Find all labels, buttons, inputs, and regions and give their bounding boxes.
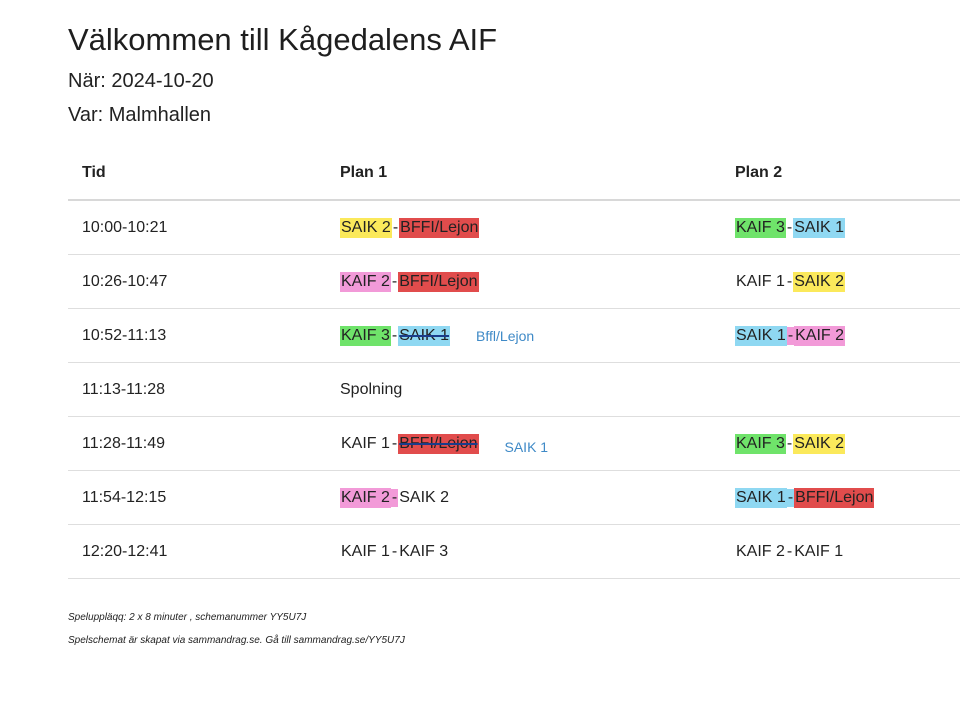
match-separator: - xyxy=(786,434,793,452)
table-row: 12:20-12:41 KAIF 1 - KAIF 3 KAIF 2 - KAI… xyxy=(68,525,960,579)
column-header-plan1: Plan 1 xyxy=(340,163,388,181)
match-separator: - xyxy=(391,434,398,452)
team-label: SAIK 2 xyxy=(399,488,450,506)
team-label: KAIF 2 xyxy=(794,325,846,346)
match-separator: - xyxy=(390,488,399,507)
plan1-match: SAIK 2 - BFFI/Lejon xyxy=(340,201,480,254)
table-row: 11:13-11:28 Spolning xyxy=(68,363,960,417)
plan2-match: KAIF 3 - SAIK 2 xyxy=(735,417,846,470)
schedule-table: Tid Plan 1 Plan 2 10:00-10:21 SAIK 2 - B… xyxy=(68,146,960,579)
team-label: KAIF 2 xyxy=(340,487,391,508)
time-cell: 10:52-11:13 xyxy=(82,326,167,344)
table-row: 11:54-12:15 KAIF 2 - SAIK 2 SAIK 1 - BFF… xyxy=(68,471,960,525)
team-label: KAIF 3 xyxy=(399,542,449,560)
team-label: SAIK 2 xyxy=(793,271,846,292)
team-label: SAIK 2 xyxy=(793,433,846,454)
replacement-note: SAIK 1 xyxy=(504,438,549,455)
team-label: KAIF 1 xyxy=(341,542,390,560)
team-label: KAIF 2 xyxy=(340,271,391,292)
team-label: KAIF 1 xyxy=(794,542,844,560)
footer-game-setup: Speluppläqq: 2 x 8 minuter , schemanumme… xyxy=(68,612,307,623)
match-separator: - xyxy=(786,272,793,290)
match-separator: - xyxy=(391,542,398,560)
team-label: KAIF 3 xyxy=(735,433,786,454)
table-row: 10:26-10:47 KAIF 2 - BFFI/Lejon KAIF 1 -… xyxy=(68,255,960,309)
team-label: SAIK 1 xyxy=(735,325,787,346)
event-date: När: 2024-10-20 xyxy=(68,70,214,92)
plan2-match: KAIF 2 - KAIF 1 xyxy=(735,525,844,578)
time-cell: 11:54-12:15 xyxy=(82,488,167,506)
replacement-note: Bffl/Lejon xyxy=(476,327,535,344)
match-separator: - xyxy=(786,542,793,560)
event-venue: Var: Malmhallen xyxy=(68,104,212,126)
plan1-match: KAIF 2 - SAIK 2 xyxy=(340,471,450,524)
team-label: KAIF 1 xyxy=(341,434,390,452)
time-cell: 11:13-11:28 xyxy=(82,380,166,398)
team-label: BFFI/Lejon xyxy=(398,271,479,292)
time-cell: 10:00-10:21 xyxy=(82,218,168,236)
table-row: 11:28-11:49 KAIF 1 - BFFI/Lejon SAIK 1 KA… xyxy=(68,417,960,471)
plan1-match: KAIF 3 - SAIK 1 Bffl/Lejon xyxy=(340,309,534,362)
team-label: KAIF 1 xyxy=(736,272,785,290)
time-cell: 10:26-10:47 xyxy=(82,272,168,290)
plan1-match: KAIF 1 - BFFI/Lejon SAIK 1 xyxy=(340,417,548,470)
time-cell: 12:20-12:41 xyxy=(82,542,168,560)
plan2-match: SAIK 1 - KAIF 2 xyxy=(735,309,846,362)
team-label-struck: BFFI/Lejon xyxy=(398,433,479,454)
table-row: 10:52-11:13 KAIF 3 - SAIK 1 Bffl/Lejon SA… xyxy=(68,309,960,363)
team-label: KAIF 3 xyxy=(735,217,786,238)
match-separator: - xyxy=(391,326,398,344)
team-label: KAIF 2 xyxy=(736,542,785,560)
match-separator: - xyxy=(392,218,399,236)
page-title: Välkommen till Kågedalens AIF xyxy=(68,22,498,57)
plan1-activity: Spolning xyxy=(340,380,403,398)
plan2-match: SAIK 1 - BFFI/Lejon xyxy=(735,471,875,524)
team-label: KAIF 3 xyxy=(340,325,391,346)
team-label: SAIK 2 xyxy=(340,217,392,238)
plan2-match: KAIF 3 - SAIK 1 xyxy=(735,201,846,254)
team-label-struck: SAIK 1 xyxy=(398,325,451,346)
match-separator: - xyxy=(786,218,793,236)
plan1-match: KAIF 2 - BFFI/Lejon xyxy=(340,255,479,308)
match-separator: - xyxy=(391,272,398,290)
team-label: BFFI/Lejon xyxy=(399,217,480,238)
footer-source-link: Spelschemat är skapat via sammandrag.se.… xyxy=(68,635,405,646)
plan2-match: KAIF 1 - SAIK 2 xyxy=(735,255,846,308)
team-label: SAIK 1 xyxy=(793,217,846,238)
time-cell: 11:28-11:49 xyxy=(82,434,166,452)
team-label: BFFI/Lejon xyxy=(794,487,875,508)
table-header-row: Tid Plan 1 Plan 2 xyxy=(68,146,960,201)
column-header-plan2: Plan 2 xyxy=(735,163,783,181)
team-label: SAIK 1 xyxy=(735,487,787,508)
match-separator: - xyxy=(786,488,795,507)
table-row: 10:00-10:21 SAIK 2 - BFFI/Lejon KAIF 3 -… xyxy=(68,201,960,255)
plan1-match: KAIF 1 - KAIF 3 xyxy=(340,525,449,578)
column-header-time: Tid xyxy=(82,163,106,181)
match-separator: - xyxy=(786,326,795,345)
